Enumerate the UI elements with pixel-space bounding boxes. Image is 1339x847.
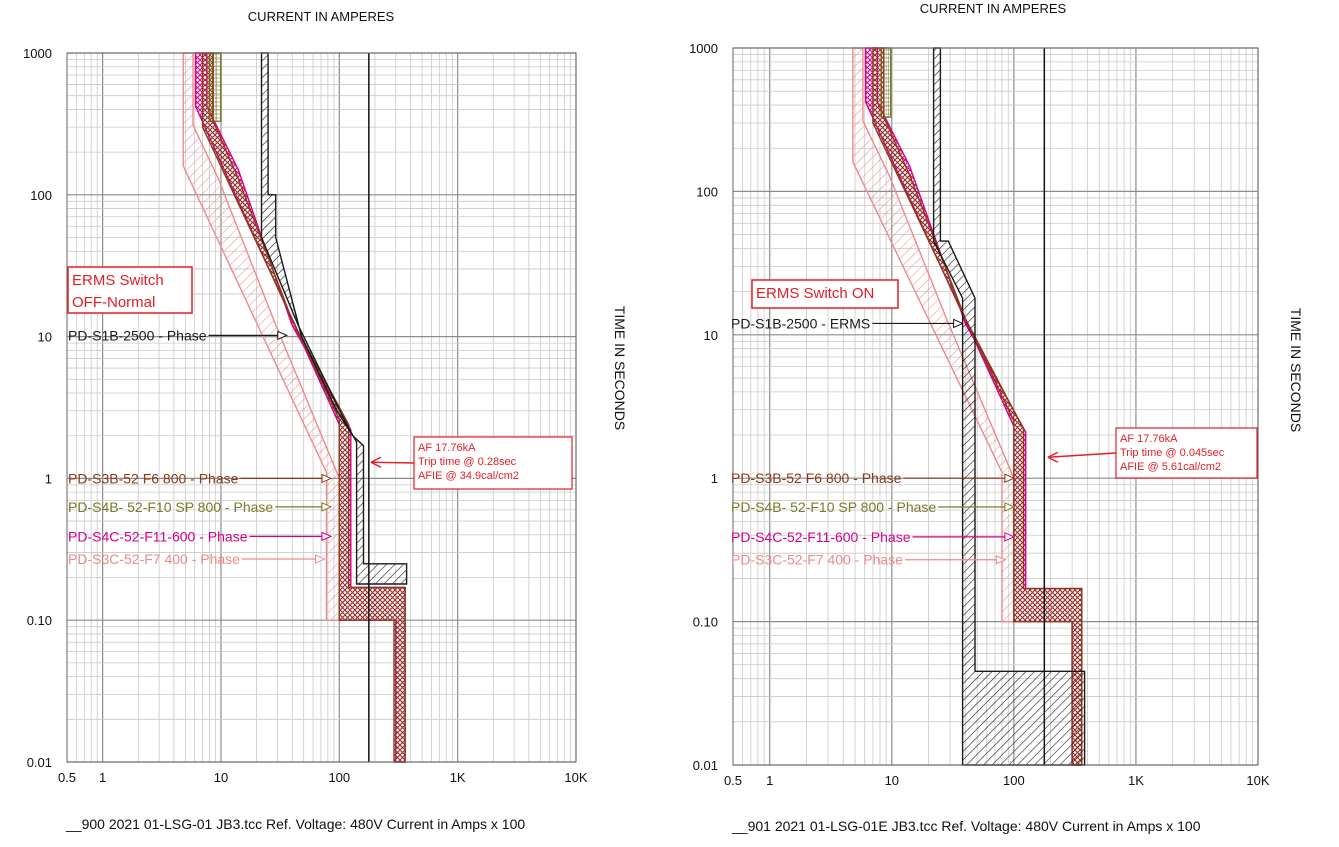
series-label: PD-S3C-52-F7 400 - Phase: [68, 551, 240, 567]
leader-arrowhead: [1004, 473, 1016, 483]
leader-arrowhead: [315, 554, 326, 564]
leader-arrowhead: [277, 330, 289, 341]
x-tick-label: 1: [766, 773, 773, 788]
plot-frame: [66, 52, 577, 763]
y-tick-label: 100: [696, 184, 718, 199]
series-label: PD-S3C-52-F7 400 - Phase: [731, 552, 903, 568]
x-tick-label: 10: [214, 770, 228, 785]
series-label: PD-S4C-52-F11-600 - Phase: [731, 529, 911, 545]
x-tick-label: 100: [1003, 773, 1025, 788]
x-tick-label: 10K: [1246, 773, 1269, 788]
annotation-arrowhead: [370, 456, 382, 468]
x-tick-label: 100: [328, 770, 350, 785]
tcc-chart-right: CURRENT IN AMPERES 0.5 1 10 100 1K 10K 100010…: [689, 1, 1304, 834]
leader-arrowhead: [321, 531, 333, 542]
x-tick-label: 10: [885, 773, 899, 788]
y-tick-label: 1000: [23, 46, 52, 61]
series-label: PD-S4B- 52-F10 SP 800 - Phase: [731, 499, 936, 515]
y-tick-labels: 1000 100 10 1 0.10 0.01: [689, 41, 718, 773]
x-tick-label: 10K: [564, 770, 587, 785]
series-labels: PD-S1B-2500 - ERMS PD-S3B-52 F6 800 - Ph…: [731, 315, 936, 567]
x-tick-label: 0.5: [724, 773, 742, 788]
y-tick-label: 1: [711, 471, 718, 486]
annotation-line: Trip time @ 0.28sec: [418, 456, 517, 468]
x-tick-labels: 0.5 1 10 100 1K 10K: [724, 773, 1270, 788]
y-tick-label: 0.01: [693, 758, 718, 773]
mode-label-line-1: ERMS Switch: [72, 272, 164, 289]
y-tick-label: 0.01: [27, 755, 52, 770]
chart-footer: __901 2021 01-LSG-01E JB3.tcc Ref. Volta…: [731, 818, 1201, 834]
series-label: PD-S1B-2500 - Phase: [68, 327, 207, 343]
annotation-arrow: [1047, 452, 1117, 458]
grid: [66, 52, 577, 763]
x-axis-title: CURRENT IN AMPERES: [248, 9, 395, 24]
leader-arrowhead: [995, 554, 1007, 565]
y-tick-label: 1: [45, 471, 52, 486]
y-tick-label: 0.10: [27, 613, 52, 628]
series-band: [932, 47, 1086, 766]
series-label: PD-S4B- 52-F10 SP 800 - Phase: [68, 499, 273, 515]
leader-arrowhead: [321, 502, 333, 512]
y-tick-label: 10: [704, 328, 718, 343]
chart-footer: __900 2021 01-LSG-01 JB3.tcc Ref. Voltag…: [65, 816, 525, 832]
annotation-line: AFIE @ 34.9cal/cm2: [418, 470, 519, 482]
annotation-line: AF 17.76kA: [418, 442, 476, 454]
x-tick-label: 1K: [450, 770, 466, 785]
x-tick-labels: 0.5 1 10 100 1K 10K: [58, 770, 588, 785]
x-tick-label: 1K: [1128, 773, 1144, 788]
arc-flash-annotation: AF 17.76kA Trip time @ 0.28sec AFIE @ 34…: [413, 436, 573, 490]
mode-label-line-2: OFF-Normal: [72, 294, 155, 311]
series-layer: [182, 52, 408, 763]
mode-label-box: ERMS Switch OFF-Normal: [67, 266, 193, 314]
x-axis-title: CURRENT IN AMPERES: [920, 1, 1067, 16]
annotation-line: Trip time @ 0.045sec: [1120, 447, 1225, 459]
leader-arrowhead: [321, 473, 333, 484]
series-label: PD-S3B-52 F6 800 - Phase: [68, 470, 239, 486]
leader-arrowhead: [1004, 502, 1016, 512]
annotation-arrow: [370, 461, 415, 464]
x-tick-label: 0.5: [58, 770, 76, 785]
y-tick-label: 100: [30, 188, 52, 203]
y-axis-title: TIME IN SECONDS: [612, 306, 628, 430]
y-tick-label: 0.10: [693, 615, 718, 630]
series-label: PD-S4C-52-F11-600 - Phase: [68, 528, 248, 544]
series-label: PD-S3B-52 F6 800 - Phase: [731, 470, 902, 486]
y-tick-label: 10: [38, 330, 52, 345]
y-axis-title: TIME IN SECONDS: [1288, 308, 1304, 432]
series-band: [260, 52, 408, 585]
y-tick-label: 1000: [689, 41, 718, 56]
y-tick-labels: 1000 100 10 1 0.10 0.01: [23, 46, 52, 770]
annotation-arrowhead: [1047, 451, 1059, 463]
annotation-line: AF 17.76kA: [1120, 433, 1178, 445]
mode-label-box: ERMS Switch ON: [751, 279, 899, 309]
series-label: PD-S1B-2500 - ERMS: [731, 315, 870, 331]
mode-label-line-1: ERMS Switch ON: [756, 285, 874, 302]
leader-arrowhead: [953, 318, 964, 329]
grid: [732, 47, 1259, 766]
x-tick-label: 1: [99, 770, 106, 785]
plot-frame: [732, 47, 1259, 766]
arc-flash-annotation: AF 17.76kA Trip time @ 0.045sec AFIE @ 5…: [1115, 427, 1258, 479]
leader-arrowhead: [1004, 532, 1016, 542]
series-layer: [852, 47, 1086, 766]
annotation-line: AFIE @ 5.61cal/cm2: [1120, 461, 1221, 473]
series-labels: PD-S1B-2500 - Phase PD-S3B-52 F6 800 - P…: [68, 327, 273, 567]
tcc-chart-left: CURRENT IN AMPERES 0.5 1 10 100 1K 10K 100010…: [23, 9, 628, 832]
